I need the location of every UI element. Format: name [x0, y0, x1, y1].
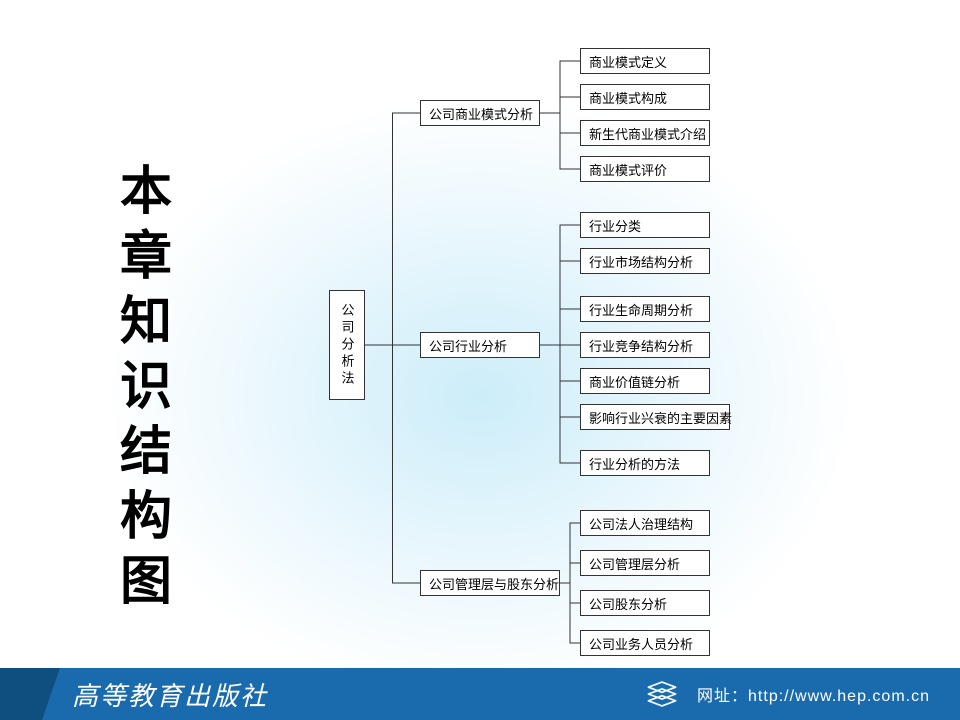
tree-node: 公司管理层与股东分析	[420, 570, 560, 596]
tree-node: 商业模式评价	[580, 156, 710, 182]
tree-node: 公司行业分析	[420, 332, 540, 358]
tree-node: 行业竞争结构分析	[580, 332, 710, 358]
tree-node: 商业价值链分析	[580, 368, 710, 394]
tree-node: 公司法人治理结构	[580, 510, 710, 536]
footer-url: 网址：http://www.hep.com.cn	[697, 682, 930, 706]
tree-node: 行业分析的方法	[580, 450, 710, 476]
tree-node: 公司管理层分析	[580, 550, 710, 576]
tree-node: 行业生命周期分析	[580, 296, 710, 322]
publisher-name: 高等教育出版社	[72, 676, 268, 713]
tree-node: 新生代商业模式介绍	[580, 120, 710, 146]
tree-node: 影响行业兴衰的主要因素	[580, 404, 730, 430]
tree-node: 公司股东分析	[580, 590, 710, 616]
tree-node: 行业分类	[580, 212, 710, 238]
tree-node: 行业市场结构分析	[580, 248, 710, 274]
slide: 本章知识结构图 公司分析法公司商业模式分析商业模式定义商业模式构成新生代商业模式…	[0, 0, 960, 720]
tree-node: 商业模式构成	[580, 84, 710, 110]
tree-node: 商业模式定义	[580, 48, 710, 74]
tree-node: 公司业务人员分析	[580, 630, 710, 656]
tree-node: 公司商业模式分析	[420, 100, 540, 126]
footer-tab-accent	[0, 668, 60, 720]
footer-bar: 高等教育出版社 网址：http://www.hep.com.cn	[0, 668, 960, 720]
tree-node: 公司分析法	[329, 290, 365, 400]
book-stack-icon	[645, 677, 679, 711]
knowledge-tree-diagram: 公司分析法 公司商业模式分析 商业模式定义商业模式构成新生代商业模式介绍商业模式评价…	[0, 0, 960, 668]
